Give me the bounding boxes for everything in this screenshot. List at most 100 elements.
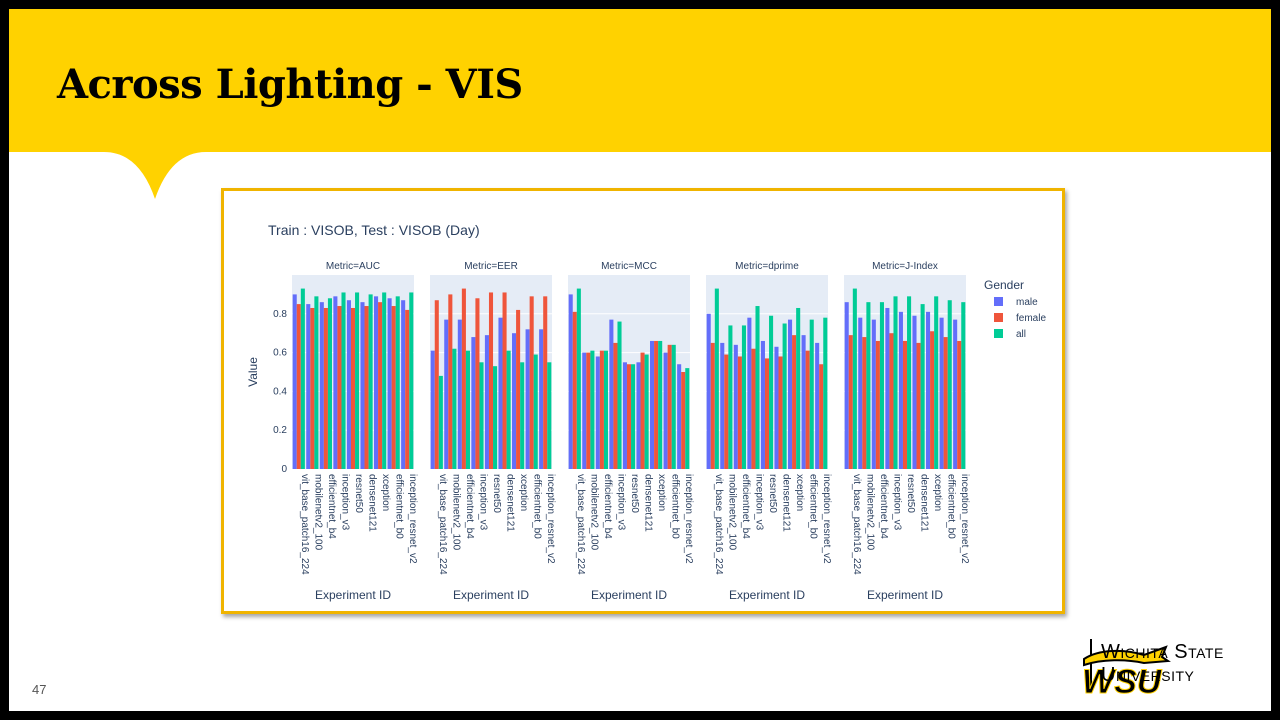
x-tick-label: densenet121	[643, 474, 654, 532]
bar-all	[823, 317, 828, 469]
legend-title: Gender	[984, 278, 1024, 292]
x-tick-label: resnet50	[767, 474, 778, 513]
x-tick-label: densenet121	[781, 474, 792, 532]
bar-male	[650, 340, 655, 469]
legend-entry-male: male	[1016, 297, 1038, 308]
x-tick-label: vit_base_patch16_224	[713, 474, 724, 575]
bar-female	[529, 296, 534, 469]
bar-all	[852, 288, 857, 469]
bar-female	[848, 335, 853, 469]
bar-all	[920, 304, 925, 469]
x-tick-label: xception	[794, 474, 805, 511]
bar-female	[310, 307, 315, 469]
page-number: 47	[32, 682, 47, 697]
bar-male	[401, 300, 406, 469]
bar-female	[364, 306, 369, 469]
x-tick-label: resnet50	[491, 474, 502, 513]
bar-female	[724, 354, 729, 469]
bar-female	[875, 340, 880, 469]
facet-label: Metric=dprime	[735, 261, 799, 272]
bar-all	[438, 375, 443, 469]
x-tick-label: densenet121	[505, 474, 516, 532]
x-tick-label: inception_resnet_v2	[545, 474, 556, 564]
legend-swatch-all	[994, 329, 1003, 338]
bar-male	[858, 317, 863, 469]
bar-male	[774, 346, 779, 469]
title-banner	[9, 9, 1271, 152]
y-tick-label: 0.4	[273, 386, 287, 397]
x-tick-label: efficientnet_b0	[670, 474, 681, 539]
x-tick-label: vit_base_patch16_224	[299, 474, 310, 575]
bar-female	[613, 342, 618, 469]
y-axis-label: Value	[246, 357, 260, 387]
bar-male	[306, 304, 311, 469]
facet-label: Metric=EER	[464, 261, 518, 272]
bar-male	[871, 319, 876, 469]
chart-title: Train : VISOB, Test : VISOB (Day)	[268, 222, 480, 238]
bar-male	[898, 311, 903, 469]
bar-all	[603, 350, 608, 469]
chart-frame: Train : VISOB, Test : VISOB (Day) 0 0.2 0.4…	[221, 188, 1065, 614]
slide-title: Across Lighting - VIS	[57, 61, 523, 108]
bar-male	[912, 315, 917, 469]
bar-male	[471, 337, 476, 469]
bar-male	[760, 340, 765, 469]
bar-all	[327, 298, 332, 469]
x-tick-label: xception	[932, 474, 943, 511]
bar-female	[543, 296, 548, 469]
bar-male	[319, 302, 324, 469]
x-tick-label: efficientnet_b0	[532, 474, 543, 539]
bar-male	[733, 344, 738, 469]
bar-male	[953, 319, 958, 469]
bar-female	[391, 306, 396, 469]
bar-all	[658, 340, 663, 469]
bar-male	[430, 350, 435, 469]
bar-female	[586, 352, 591, 469]
bar-male	[333, 296, 338, 469]
x-tick-label: efficientnet_b4	[326, 474, 337, 539]
x-tick-label: efficientnet_b0	[946, 474, 957, 539]
x-tick-label: inception_v3	[753, 474, 764, 531]
x-tick-label: vit_base_patch16_224	[851, 474, 862, 575]
bar-male	[568, 294, 573, 469]
legend-swatch-male	[994, 297, 1003, 306]
bar-all	[395, 296, 400, 469]
bar-male	[844, 302, 849, 469]
bar-female	[957, 340, 962, 469]
bar-all	[479, 362, 484, 469]
bar-female	[737, 356, 742, 469]
slide: Across Lighting - VIS Train : VISOB, Tes…	[9, 9, 1271, 711]
x-tick-label: efficientnet_b0	[808, 474, 819, 539]
bar-all	[769, 315, 774, 469]
facet-label: Metric=J-Index	[872, 261, 938, 272]
university-name: Wichita State University	[1101, 641, 1224, 687]
bar-female	[778, 356, 783, 469]
bar-male	[346, 300, 351, 469]
bar-all	[341, 292, 346, 469]
bar-all	[533, 354, 538, 469]
bar-male	[747, 317, 752, 469]
x-tick-label: inception_resnet_v2	[683, 474, 694, 564]
faceted-bar-chart: Train : VISOB, Test : VISOB (Day) 0 0.2 0.4…	[246, 222, 1046, 602]
bar-all	[934, 296, 939, 469]
x-axis-label: Experiment ID	[315, 588, 391, 602]
x-tick-label: densenet121	[919, 474, 930, 532]
bar-male	[457, 319, 462, 469]
bar-male	[360, 302, 365, 469]
bar-all	[520, 362, 525, 469]
bar-female	[943, 337, 948, 469]
x-tick-label: densenet121	[367, 474, 378, 532]
legend-entry-female: female	[1016, 313, 1046, 324]
x-tick-label: inception_resnet_v2	[959, 474, 970, 564]
x-tick-label: efficientnet_b4	[464, 474, 475, 539]
bar-male	[636, 362, 641, 469]
bar-male	[622, 362, 627, 469]
x-tick-label: resnet50	[353, 474, 364, 513]
bar-all	[382, 292, 387, 469]
bar-female	[502, 292, 507, 469]
bar-female	[889, 333, 894, 469]
logo-separator	[1090, 639, 1092, 691]
y-tick-label: 0.8	[273, 309, 287, 320]
bar-female	[434, 300, 439, 469]
x-tick-label: mobilenetv2_100	[864, 474, 875, 551]
